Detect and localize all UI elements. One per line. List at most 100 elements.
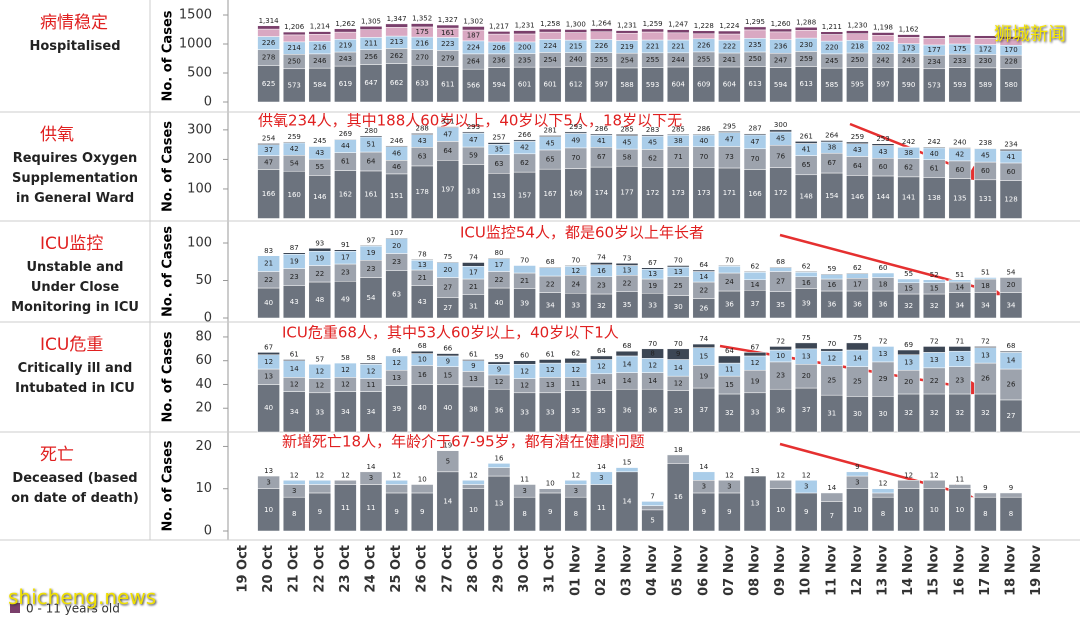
data-label: 13 [751,500,760,508]
bar-segment [334,138,357,140]
x-tick-label: 02 Nov [594,544,609,595]
data-label: 5 [446,457,450,465]
data-label: 32 [597,302,606,310]
data-label: 48 [315,296,324,304]
x-tick-label: 03 Nov [620,544,635,595]
bar-segment [692,471,716,481]
data-label: 230 [979,57,992,65]
data-label: 30 [879,410,888,418]
data-label: 62 [648,155,657,163]
bar-segment [820,273,844,275]
data-label: 219 [620,43,633,51]
data-label: 226 [697,41,711,49]
total-label: 1,162 [899,26,919,34]
data-label: 13 [981,351,990,359]
data-label: 5 [650,516,654,524]
total-label: 61 [469,351,478,359]
total-label: 70 [827,340,836,348]
bar-segment [538,31,562,40]
bar-segment [846,273,869,279]
bar-segment [385,484,408,494]
total-label: 285 [620,125,633,133]
data-label: 43 [315,149,324,157]
panel-title: ICU危重 [40,335,104,355]
total-label: 1,259 [643,20,663,28]
total-label: 293 [569,123,582,131]
total-label: 10 [418,476,427,484]
data-label: 12 [648,361,657,369]
bar-segment [359,26,383,30]
total-label: 59 [827,265,836,273]
data-label: 174 [595,189,609,197]
data-label: 38 [827,144,836,152]
total-label: 1,352 [412,15,432,23]
data-label: 23 [597,281,606,289]
total-label: 61 [546,351,555,359]
bar-segment [794,141,818,144]
total-label: 59 [495,353,504,361]
data-label: 144 [876,193,890,201]
data-label: 9 [497,366,501,374]
bar-segment [999,149,1023,152]
data-label: 62 [520,159,529,167]
data-label: 21 [264,260,273,268]
total-label: 62 [853,264,862,272]
data-label: 35 [623,301,632,309]
x-tick-label: 04 Nov [645,544,660,595]
bar-segment [897,278,920,283]
data-label: 270 [416,53,429,61]
y-tick-label: 50 [195,273,212,288]
data-label: 14 [648,377,657,385]
data-label: 39 [802,299,811,307]
data-label: 47 [264,159,273,167]
total-label: 12 [392,471,401,479]
x-tick-label: 23 Oct [338,545,353,593]
bar-segment [436,24,460,29]
data-label: 20 [392,242,401,250]
legend-label: 0 - 11 years old [26,602,120,616]
total-label: 300 [774,121,787,129]
bar-segment [871,143,895,146]
bar-segment [846,471,869,477]
data-label: 9 [318,508,322,516]
data-label: 20 [443,266,452,274]
data-label: 604 [672,80,686,88]
data-label: 33 [546,408,555,416]
data-label: 22 [264,276,273,284]
data-label: 13 [648,270,657,278]
data-label: 604 [723,80,737,88]
bar-segment [436,126,460,128]
data-label: 17 [341,254,350,262]
bar-segment [666,32,690,41]
panel-label: ICU危重 Critically ill and Intubated in ICU [0,330,150,399]
data-label: 224 [467,43,481,51]
data-label: 10 [264,506,273,514]
total-label: 1,314 [259,17,280,25]
data-label: 23 [776,372,785,380]
data-label: 60 [981,167,990,175]
data-label: 27 [443,284,452,292]
data-label: 21 [418,274,427,282]
data-label: 70 [699,153,708,161]
total-label: 269 [339,130,352,138]
data-label: 588 [620,81,633,89]
bar-segment [769,129,792,133]
data-label: 259 [800,55,813,63]
panel-subtitle: Unstable and Under Close Monitoring in I… [11,260,139,315]
data-label: 9 [676,350,680,358]
data-label: 183 [467,187,480,195]
bar-segment [513,484,536,498]
data-label: 63 [418,153,427,161]
bar-segment [564,29,588,33]
bar-segment [769,480,792,489]
data-label: 67 [597,153,606,161]
y-tick-label: 1000 [179,37,212,52]
bar-segment [641,134,664,137]
x-tick-label: 01 Nov [568,544,583,595]
data-label: 14 [623,497,632,505]
data-label: 619 [339,80,352,88]
data-label: 11 [367,504,376,512]
data-label: 43 [879,148,888,156]
total-label: 11 [955,476,964,484]
